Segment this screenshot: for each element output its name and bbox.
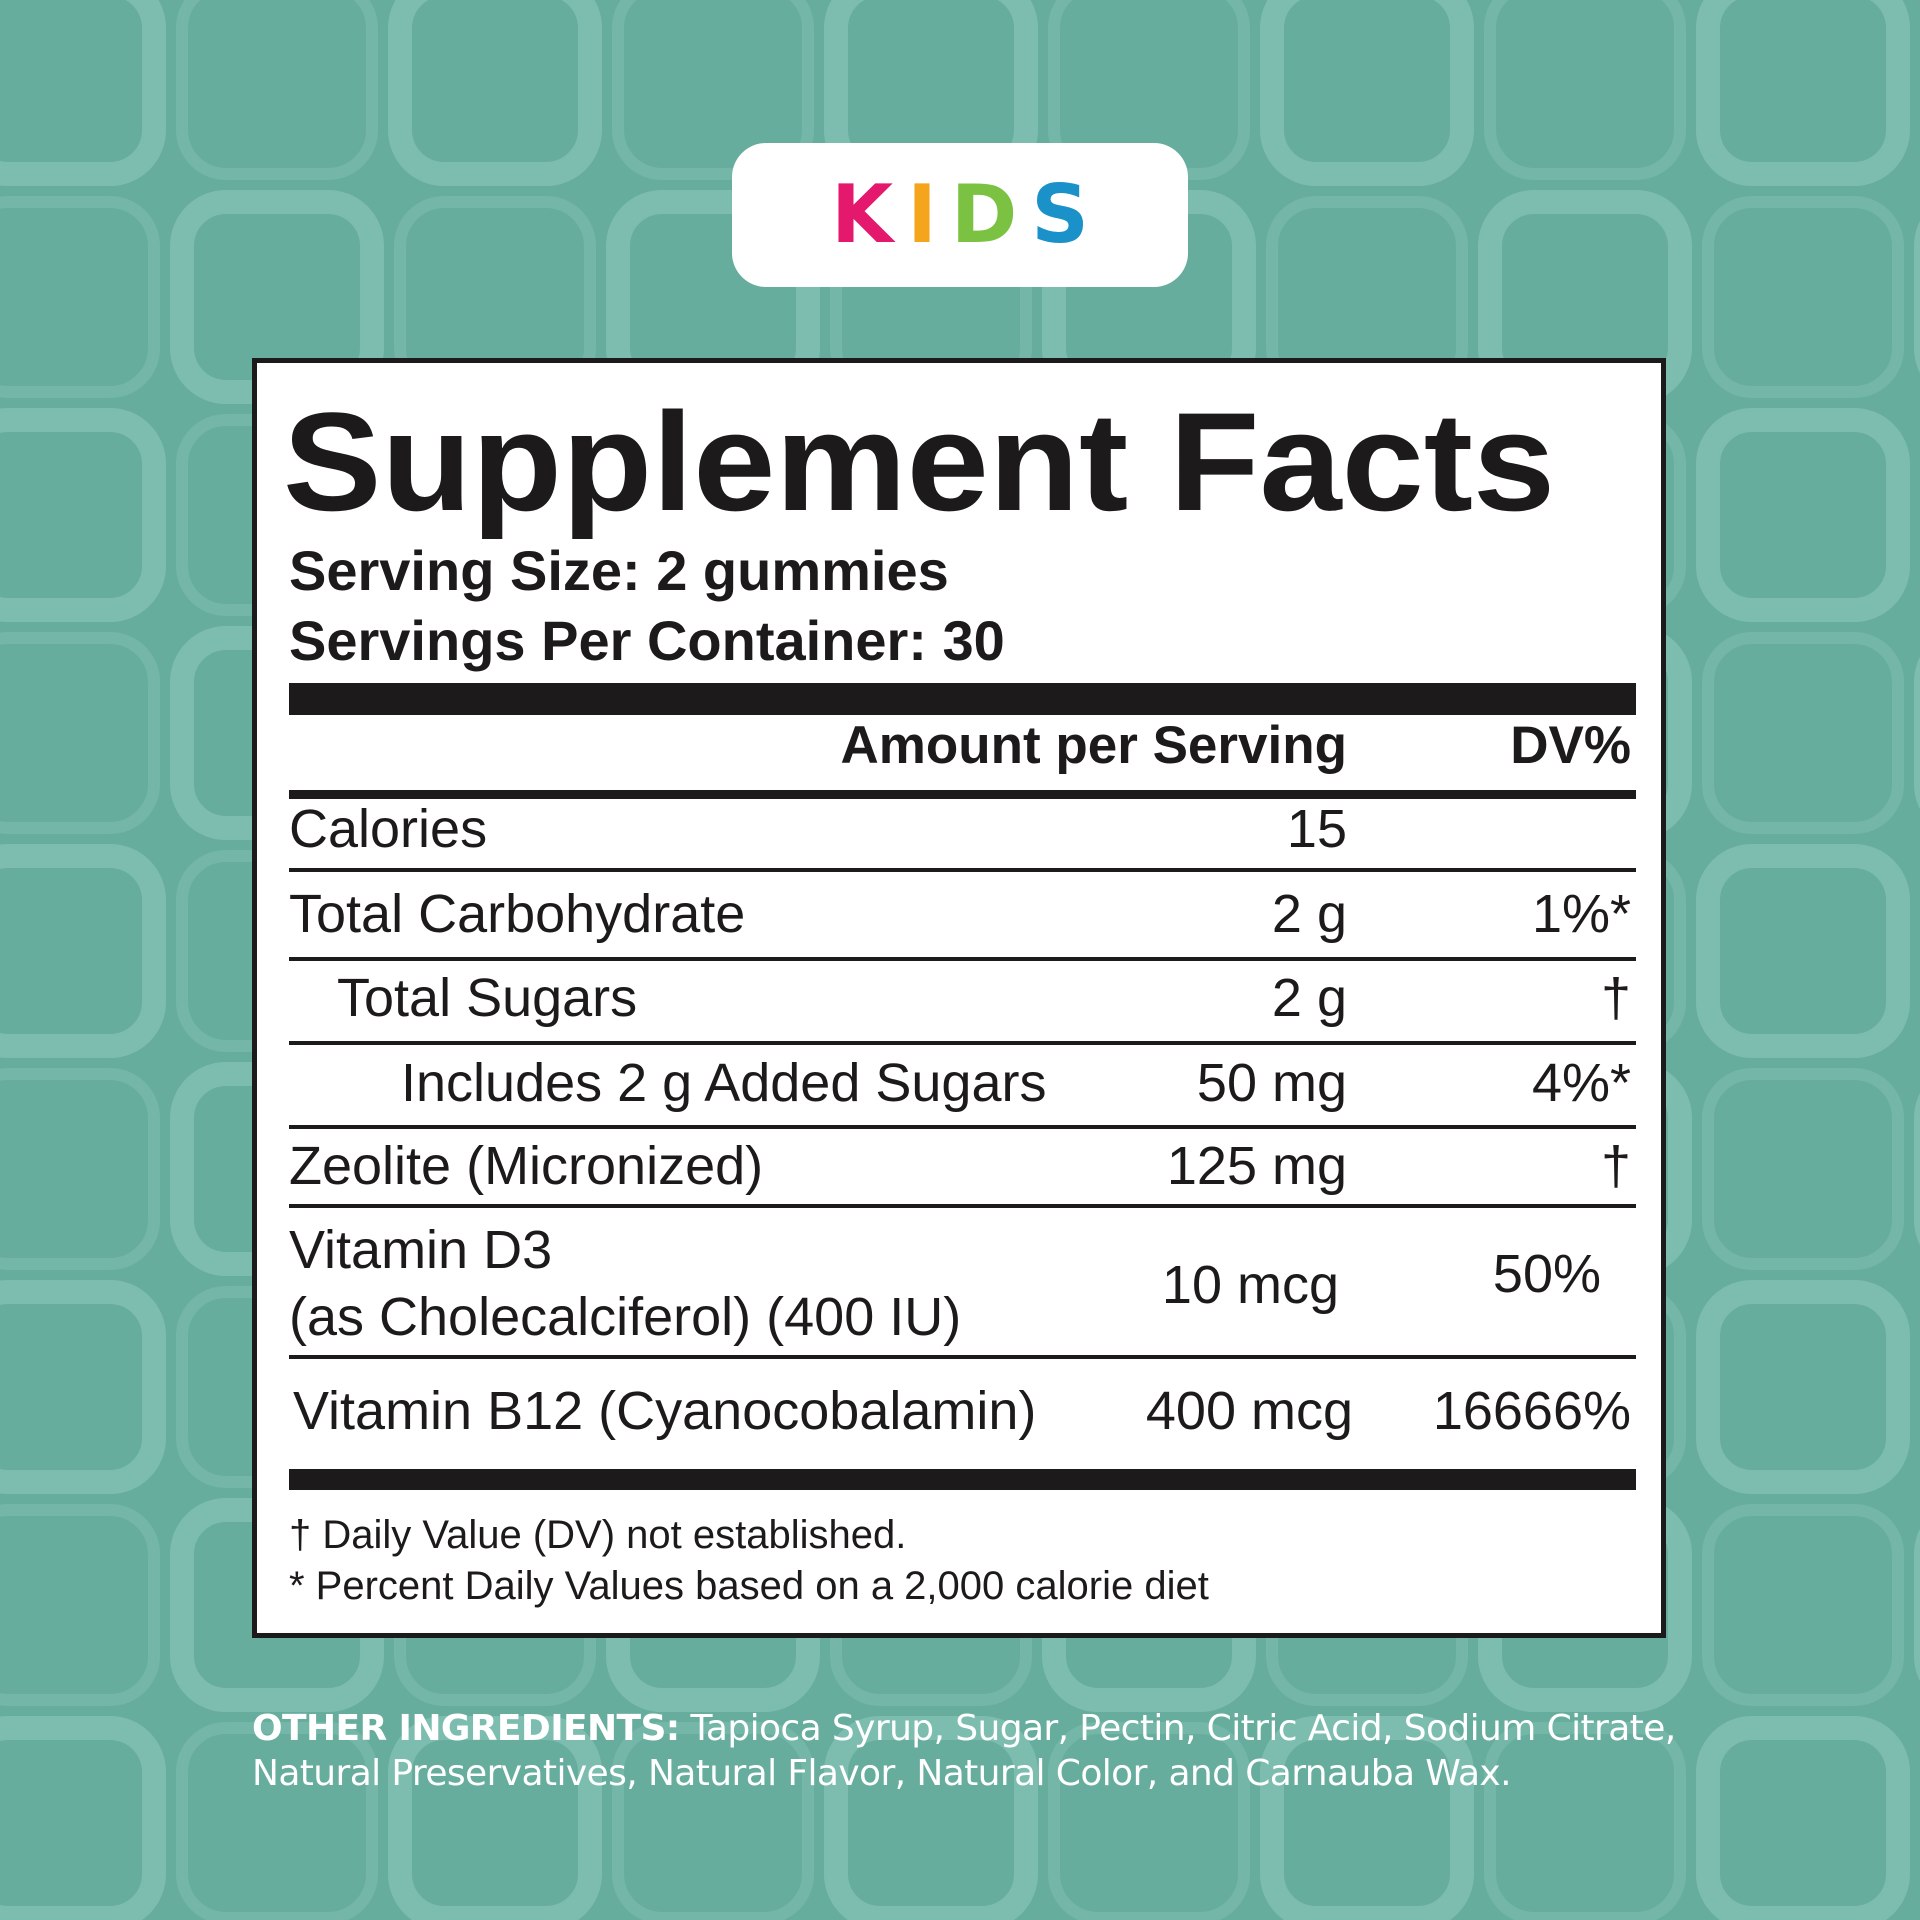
kids-logo-badge: K I D S <box>732 143 1188 287</box>
other-ingredients: OTHER INGREDIENTS: Tapioca Syrup, Sugar,… <box>252 1706 1682 1796</box>
row-amount-zeolite: 125 mg <box>1166 1136 1347 1196</box>
row-divider <box>289 1041 1636 1045</box>
row-name-vitamin-b12: Vitamin B12 (Cyanocobalamin) <box>293 1381 1037 1441</box>
row-amount-total-sugars: 2 g <box>1271 968 1347 1028</box>
serving-size: Serving Size: 2 gummies <box>289 539 949 602</box>
row-divider <box>289 957 1636 961</box>
header-divider <box>289 790 1636 799</box>
row-amount-added-sugars: 50 mg <box>1196 1053 1347 1113</box>
row-name-vitamin-d3-line1: Vitamin D3 <box>289 1220 553 1280</box>
row-amount-vitamin-b12: 400 mcg <box>1145 1381 1353 1441</box>
row-divider <box>289 1125 1636 1129</box>
kids-letter-s: S <box>1031 168 1089 261</box>
row-dv-added-sugars: 4%* <box>1531 1053 1631 1113</box>
row-divider <box>289 868 1636 872</box>
row-divider <box>289 1204 1636 1208</box>
row-dv-total-sugars: † <box>1600 968 1631 1028</box>
row-amount-total-carbohydrate: 2 g <box>1271 884 1347 944</box>
dv-percent-header: DV% <box>1510 716 1631 775</box>
row-name-vitamin-d3-line2: (as Cholecalciferol) (400 IU) <box>289 1287 962 1347</box>
kids-letter-i: I <box>907 168 937 261</box>
footnote-dv-not-established: † Daily Value (DV) not established. <box>289 1513 907 1557</box>
kids-letter-k: K <box>831 168 894 261</box>
row-name-total-sugars: Total Sugars <box>337 968 638 1028</box>
kids-letter-d: D <box>950 168 1018 261</box>
row-dv-vitamin-b12: 16666% <box>1432 1381 1631 1441</box>
row-name-added-sugars: Includes 2 g Added Sugars <box>401 1053 1047 1113</box>
row-dv-vitamin-d3: 50% <box>1492 1244 1601 1304</box>
row-dv-total-carbohydrate: 1%* <box>1531 884 1631 944</box>
row-amount-vitamin-d3: 10 mcg <box>1161 1255 1339 1315</box>
thick-divider-top <box>289 683 1636 715</box>
row-dv-zeolite: † <box>1600 1136 1631 1196</box>
row-divider <box>289 1355 1636 1359</box>
row-name-calories: Calories <box>289 799 488 859</box>
row-name-total-carbohydrate: Total Carbohydrate <box>289 884 746 944</box>
thick-divider-bottom <box>289 1469 1636 1490</box>
amount-per-serving-header: Amount per Serving <box>840 716 1347 775</box>
servings-per-container: Servings Per Container: 30 <box>289 609 1005 672</box>
supplement-facts-panel: Supplement Facts Serving Size: 2 gummies… <box>252 358 1666 1638</box>
footnote-percent-daily-values: * Percent Daily Values based on a 2,000 … <box>289 1564 1209 1608</box>
row-amount-calories: 15 <box>1286 799 1347 859</box>
other-ingredients-text: Tapioca Syrup, Sugar, Pectin, Citric Aci… <box>252 1708 1676 1794</box>
facts-title: Supplement Facts <box>283 383 1556 540</box>
other-ingredients-label: OTHER INGREDIENTS: <box>252 1708 680 1749</box>
row-name-zeolite: Zeolite (Micronized) <box>289 1136 764 1196</box>
